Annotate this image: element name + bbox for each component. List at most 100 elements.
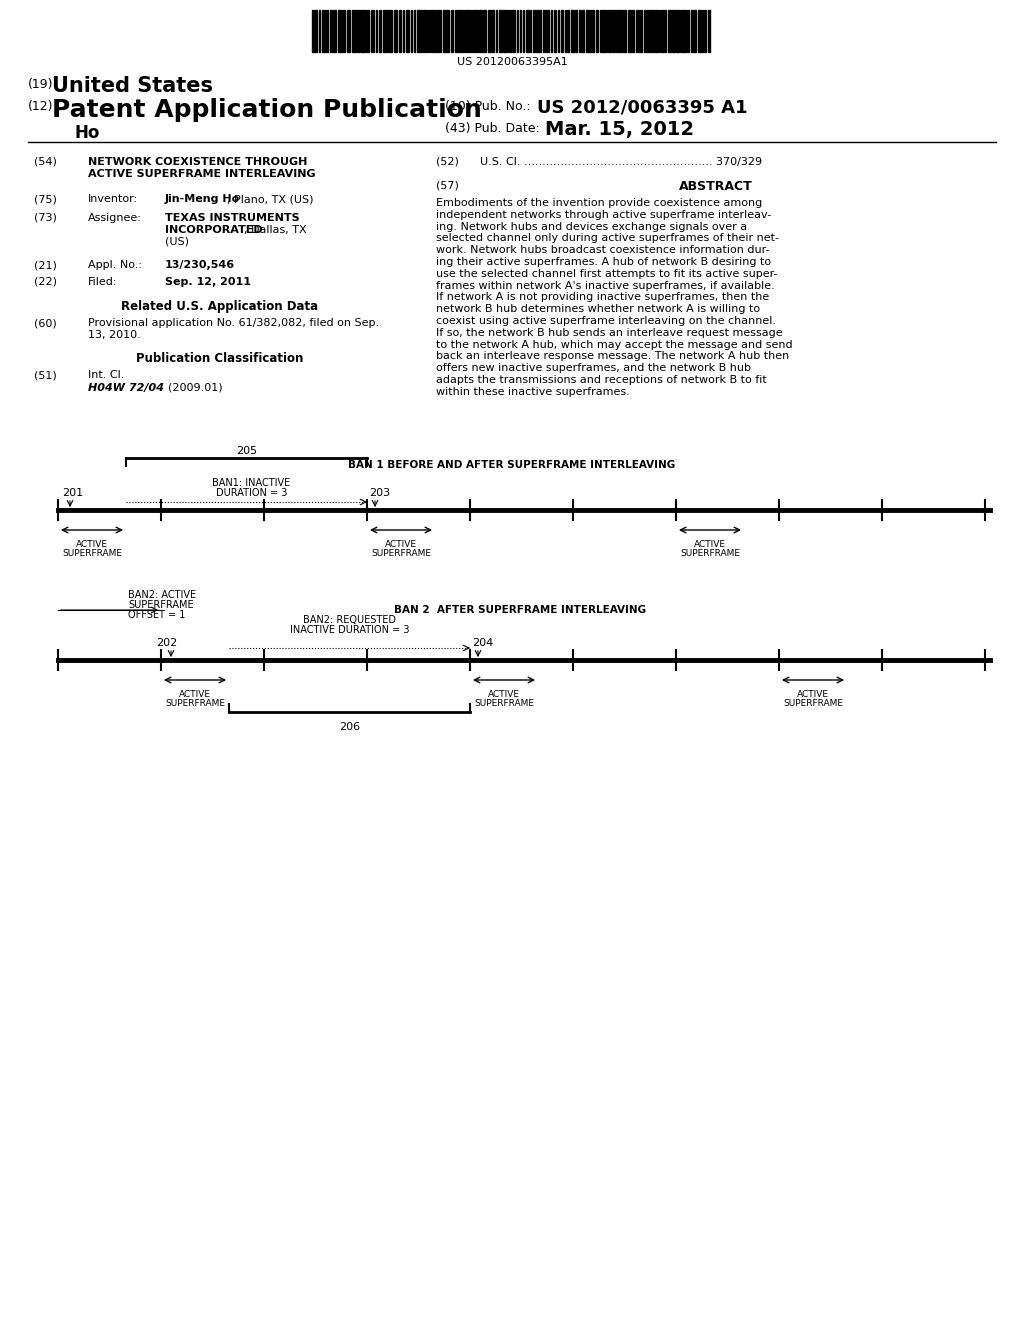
Text: INACTIVE DURATION = 3: INACTIVE DURATION = 3 [290, 624, 410, 635]
Bar [526, 11, 529, 51]
Text: (51): (51) [34, 370, 56, 380]
Text: offers new inactive superframes, and the network B hub: offers new inactive superframes, and the… [436, 363, 751, 374]
Text: (22): (22) [34, 277, 57, 286]
Text: (2009.01): (2009.01) [168, 383, 222, 393]
Text: use the selected channel first attempts to fit its active super-: use the selected channel first attempts … [436, 269, 777, 279]
Bar [693, 11, 696, 51]
Text: Publication Classification: Publication Classification [136, 352, 304, 366]
Text: Filed:: Filed: [88, 277, 118, 286]
Text: (57): (57) [436, 180, 459, 190]
Text: ACTIVE: ACTIVE [76, 540, 108, 549]
Bar [582, 11, 584, 51]
Bar [446, 11, 449, 51]
Bar [632, 11, 634, 51]
Text: BAN2: REQUESTED: BAN2: REQUESTED [303, 615, 396, 624]
Text: If so, the network B hub sends an interleave request message: If so, the network B hub sends an interl… [436, 327, 782, 338]
Text: independent networks through active superframe interleav-: independent networks through active supe… [436, 210, 771, 220]
Text: selected channel only during active superframes of their net-: selected channel only during active supe… [436, 234, 779, 243]
Text: 13/230,546: 13/230,546 [165, 260, 236, 271]
Bar [406, 11, 409, 51]
Text: 206: 206 [339, 722, 360, 733]
Bar [698, 11, 701, 51]
Text: Related U.S. Application Data: Related U.S. Application Data [122, 300, 318, 313]
Bar [586, 11, 588, 51]
Text: 13, 2010.: 13, 2010. [88, 330, 140, 341]
Text: ACTIVE SUPERFRAME INTERLEAVING: ACTIVE SUPERFRAME INTERLEAVING [88, 169, 315, 180]
Bar [322, 11, 324, 51]
Bar [561, 11, 563, 51]
Text: (US): (US) [165, 238, 189, 247]
Bar [399, 11, 401, 51]
Bar [621, 11, 623, 51]
Bar [672, 11, 675, 51]
Bar [312, 11, 314, 51]
Bar [483, 11, 486, 51]
Bar [315, 11, 317, 51]
Text: Mar. 15, 2012: Mar. 15, 2012 [545, 120, 694, 139]
Bar [534, 11, 535, 51]
Bar [545, 11, 547, 51]
Bar [389, 11, 392, 51]
Bar [367, 11, 369, 51]
Bar [361, 11, 364, 51]
Text: Assignee:: Assignee: [88, 213, 142, 223]
Bar [492, 11, 494, 51]
Text: (21): (21) [34, 260, 57, 271]
Text: (60): (60) [34, 318, 56, 327]
Text: Int. Cl.: Int. Cl. [88, 370, 124, 380]
Bar [579, 11, 581, 51]
Text: SUPERFRAME: SUPERFRAME [165, 700, 225, 708]
Bar [536, 11, 539, 51]
Text: ing their active superframes. A hub of network B desiring to: ing their active superframes. A hub of n… [436, 257, 771, 267]
Text: , Dallas, TX: , Dallas, TX [244, 224, 306, 235]
Bar [383, 11, 385, 51]
Bar [467, 11, 469, 51]
Text: network B hub determines whether network A is willing to: network B hub determines whether network… [436, 304, 760, 314]
Bar [379, 11, 381, 51]
Text: work. Network hubs broadcast coexistence information dur-: work. Network hubs broadcast coexistence… [436, 246, 769, 255]
Text: INCORPORATED: INCORPORATED [165, 224, 262, 235]
Bar [602, 11, 605, 51]
Text: ACTIVE: ACTIVE [694, 540, 726, 549]
Text: H04W 72/04: H04W 72/04 [88, 383, 164, 393]
Bar [554, 11, 556, 51]
Bar [649, 11, 651, 51]
Bar [386, 11, 388, 51]
Text: ing. Network hubs and devices exchange signals over a: ing. Network hubs and devices exchange s… [436, 222, 748, 231]
Text: BAN1: INACTIVE: BAN1: INACTIVE [212, 478, 291, 488]
Text: adapts the transmissions and receptions of network B to fit: adapts the transmissions and receptions … [436, 375, 767, 385]
Bar [596, 11, 598, 51]
Text: SUPERFRAME: SUPERFRAME [128, 601, 194, 610]
Bar [358, 11, 360, 51]
Bar [608, 11, 611, 51]
Bar [423, 11, 425, 51]
Text: US 2012/0063395 A1: US 2012/0063395 A1 [537, 98, 748, 116]
Text: (43) Pub. Date:: (43) Pub. Date: [445, 121, 540, 135]
Bar [571, 11, 574, 51]
Text: to the network A hub, which may accept the message and send: to the network A hub, which may accept t… [436, 339, 793, 350]
Text: , Plano, TX (US): , Plano, TX (US) [227, 194, 313, 205]
Bar [457, 11, 459, 51]
Text: (19): (19) [28, 78, 53, 91]
Text: Inventor:: Inventor: [88, 194, 138, 205]
Text: NETWORK COEXISTENCE THROUGH: NETWORK COEXISTENCE THROUGH [88, 157, 307, 168]
Bar [499, 11, 502, 51]
Text: ABSTRACT: ABSTRACT [679, 180, 753, 193]
Bar [589, 11, 591, 51]
Text: (54): (54) [34, 157, 57, 168]
Text: If network A is not providing inactive superframes, then the: If network A is not providing inactive s… [436, 293, 769, 302]
Bar [592, 11, 594, 51]
Text: BAN2: ACTIVE: BAN2: ACTIVE [128, 590, 197, 601]
Bar [655, 11, 657, 51]
Text: ACTIVE: ACTIVE [797, 690, 829, 700]
Bar [394, 11, 397, 51]
Text: SUPERFRAME: SUPERFRAME [783, 700, 843, 708]
Bar [644, 11, 646, 51]
Text: SUPERFRAME: SUPERFRAME [62, 549, 122, 558]
Text: within these inactive superframes.: within these inactive superframes. [436, 387, 630, 397]
Text: TEXAS INSTRUMENTS: TEXAS INSTRUMENTS [165, 213, 300, 223]
Bar [338, 11, 341, 51]
Text: Patent Application Publication: Patent Application Publication [52, 98, 482, 121]
Bar [612, 11, 614, 51]
Text: SUPERFRAME: SUPERFRAME [680, 549, 740, 558]
